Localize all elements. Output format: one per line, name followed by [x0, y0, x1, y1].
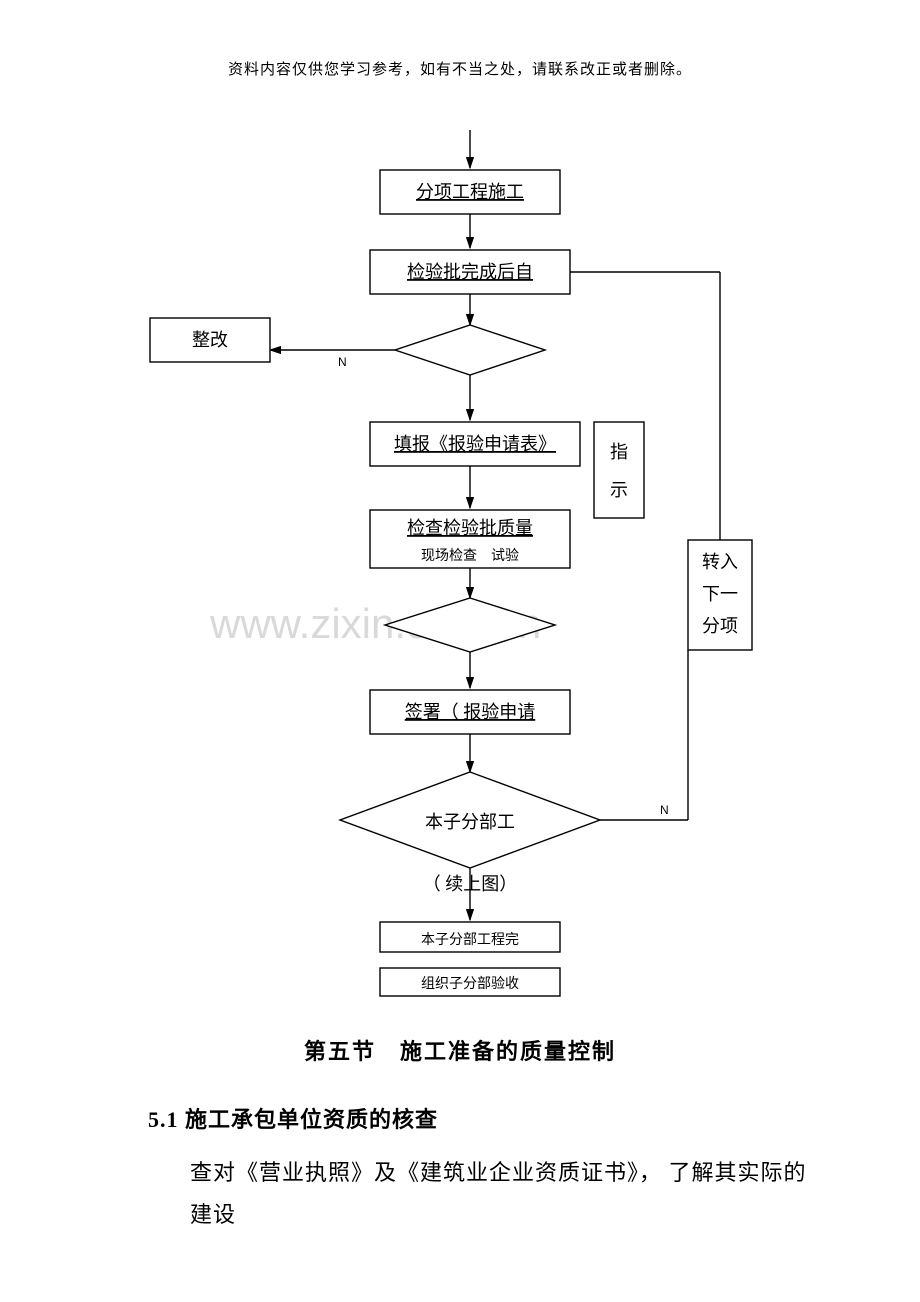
flowchart: 分项工程施工 检验批完成后自 N 整改: [0, 120, 920, 1025]
svg-text:转入: 转入: [702, 552, 738, 572]
svg-text:整改: 整改: [192, 330, 228, 350]
svg-text:签署（ 报验申请: 签署（ 报验申请: [405, 702, 536, 722]
svg-text:下一: 下一: [702, 584, 738, 604]
svg-text:本子分部工: 本子分部工: [425, 812, 515, 832]
svg-text:示: 示: [610, 480, 628, 500]
svg-text:现场检查 试验: 现场检查 试验: [421, 548, 519, 564]
svg-text:组织子分部验收: 组织子分部验收: [421, 976, 519, 992]
node-check-quality: 检查检验批质量 现场检查 试验: [370, 510, 570, 568]
header-note: 资料内容仅供您学习参考，如有不当之处，请联系改正或者删除。: [0, 58, 920, 79]
node-subitem-construction: 分项工程施工: [380, 170, 560, 214]
node-subsection-complete: 本子分部工程完: [380, 922, 560, 952]
svg-text:分项: 分项: [702, 616, 738, 636]
subsection-title: 5.1 施工承包单位资质的核查: [148, 1102, 438, 1134]
decision-selfcheck-ok: [395, 325, 545, 375]
svg-text:检查检验批质量: 检查检验批质量: [407, 518, 533, 538]
node-next-subitem: 转入 下一 分项: [688, 540, 752, 650]
decision-check-ok: [385, 598, 555, 652]
node-instruction: 指 示: [594, 422, 644, 518]
node-organize-acceptance: 组织子分部验收: [380, 968, 560, 996]
svg-text:本子分部工程完: 本子分部工程完: [421, 932, 519, 948]
label-n-1: N: [338, 355, 347, 369]
svg-text:填报《报验申请表》: 填报《报验申请表》: [394, 434, 556, 454]
svg-text:指: 指: [610, 442, 628, 462]
decision-subsection: 本子分部工: [340, 772, 600, 868]
svg-text:分项工程施工: 分项工程施工: [416, 182, 524, 202]
node-sign-form: 签署（ 报验申请: [370, 690, 570, 734]
node-rectify: 整改: [150, 318, 270, 362]
node-fill-form: 填报《报验申请表》: [370, 422, 580, 466]
node-selfcheck: 检验批完成后自: [370, 250, 570, 294]
body-paragraph: 查对《营业执照》及《建筑业企业资质证书》， 了解其实际的建设: [190, 1152, 810, 1236]
svg-text:检验批完成后自: 检验批完成后自: [407, 262, 533, 282]
label-n-2: N: [660, 803, 669, 817]
page: 资料内容仅供您学习参考，如有不当之处，请联系改正或者删除。 www.zixin.…: [0, 0, 920, 1302]
section-title: 第五节 施工准备的质量控制: [0, 1034, 920, 1066]
